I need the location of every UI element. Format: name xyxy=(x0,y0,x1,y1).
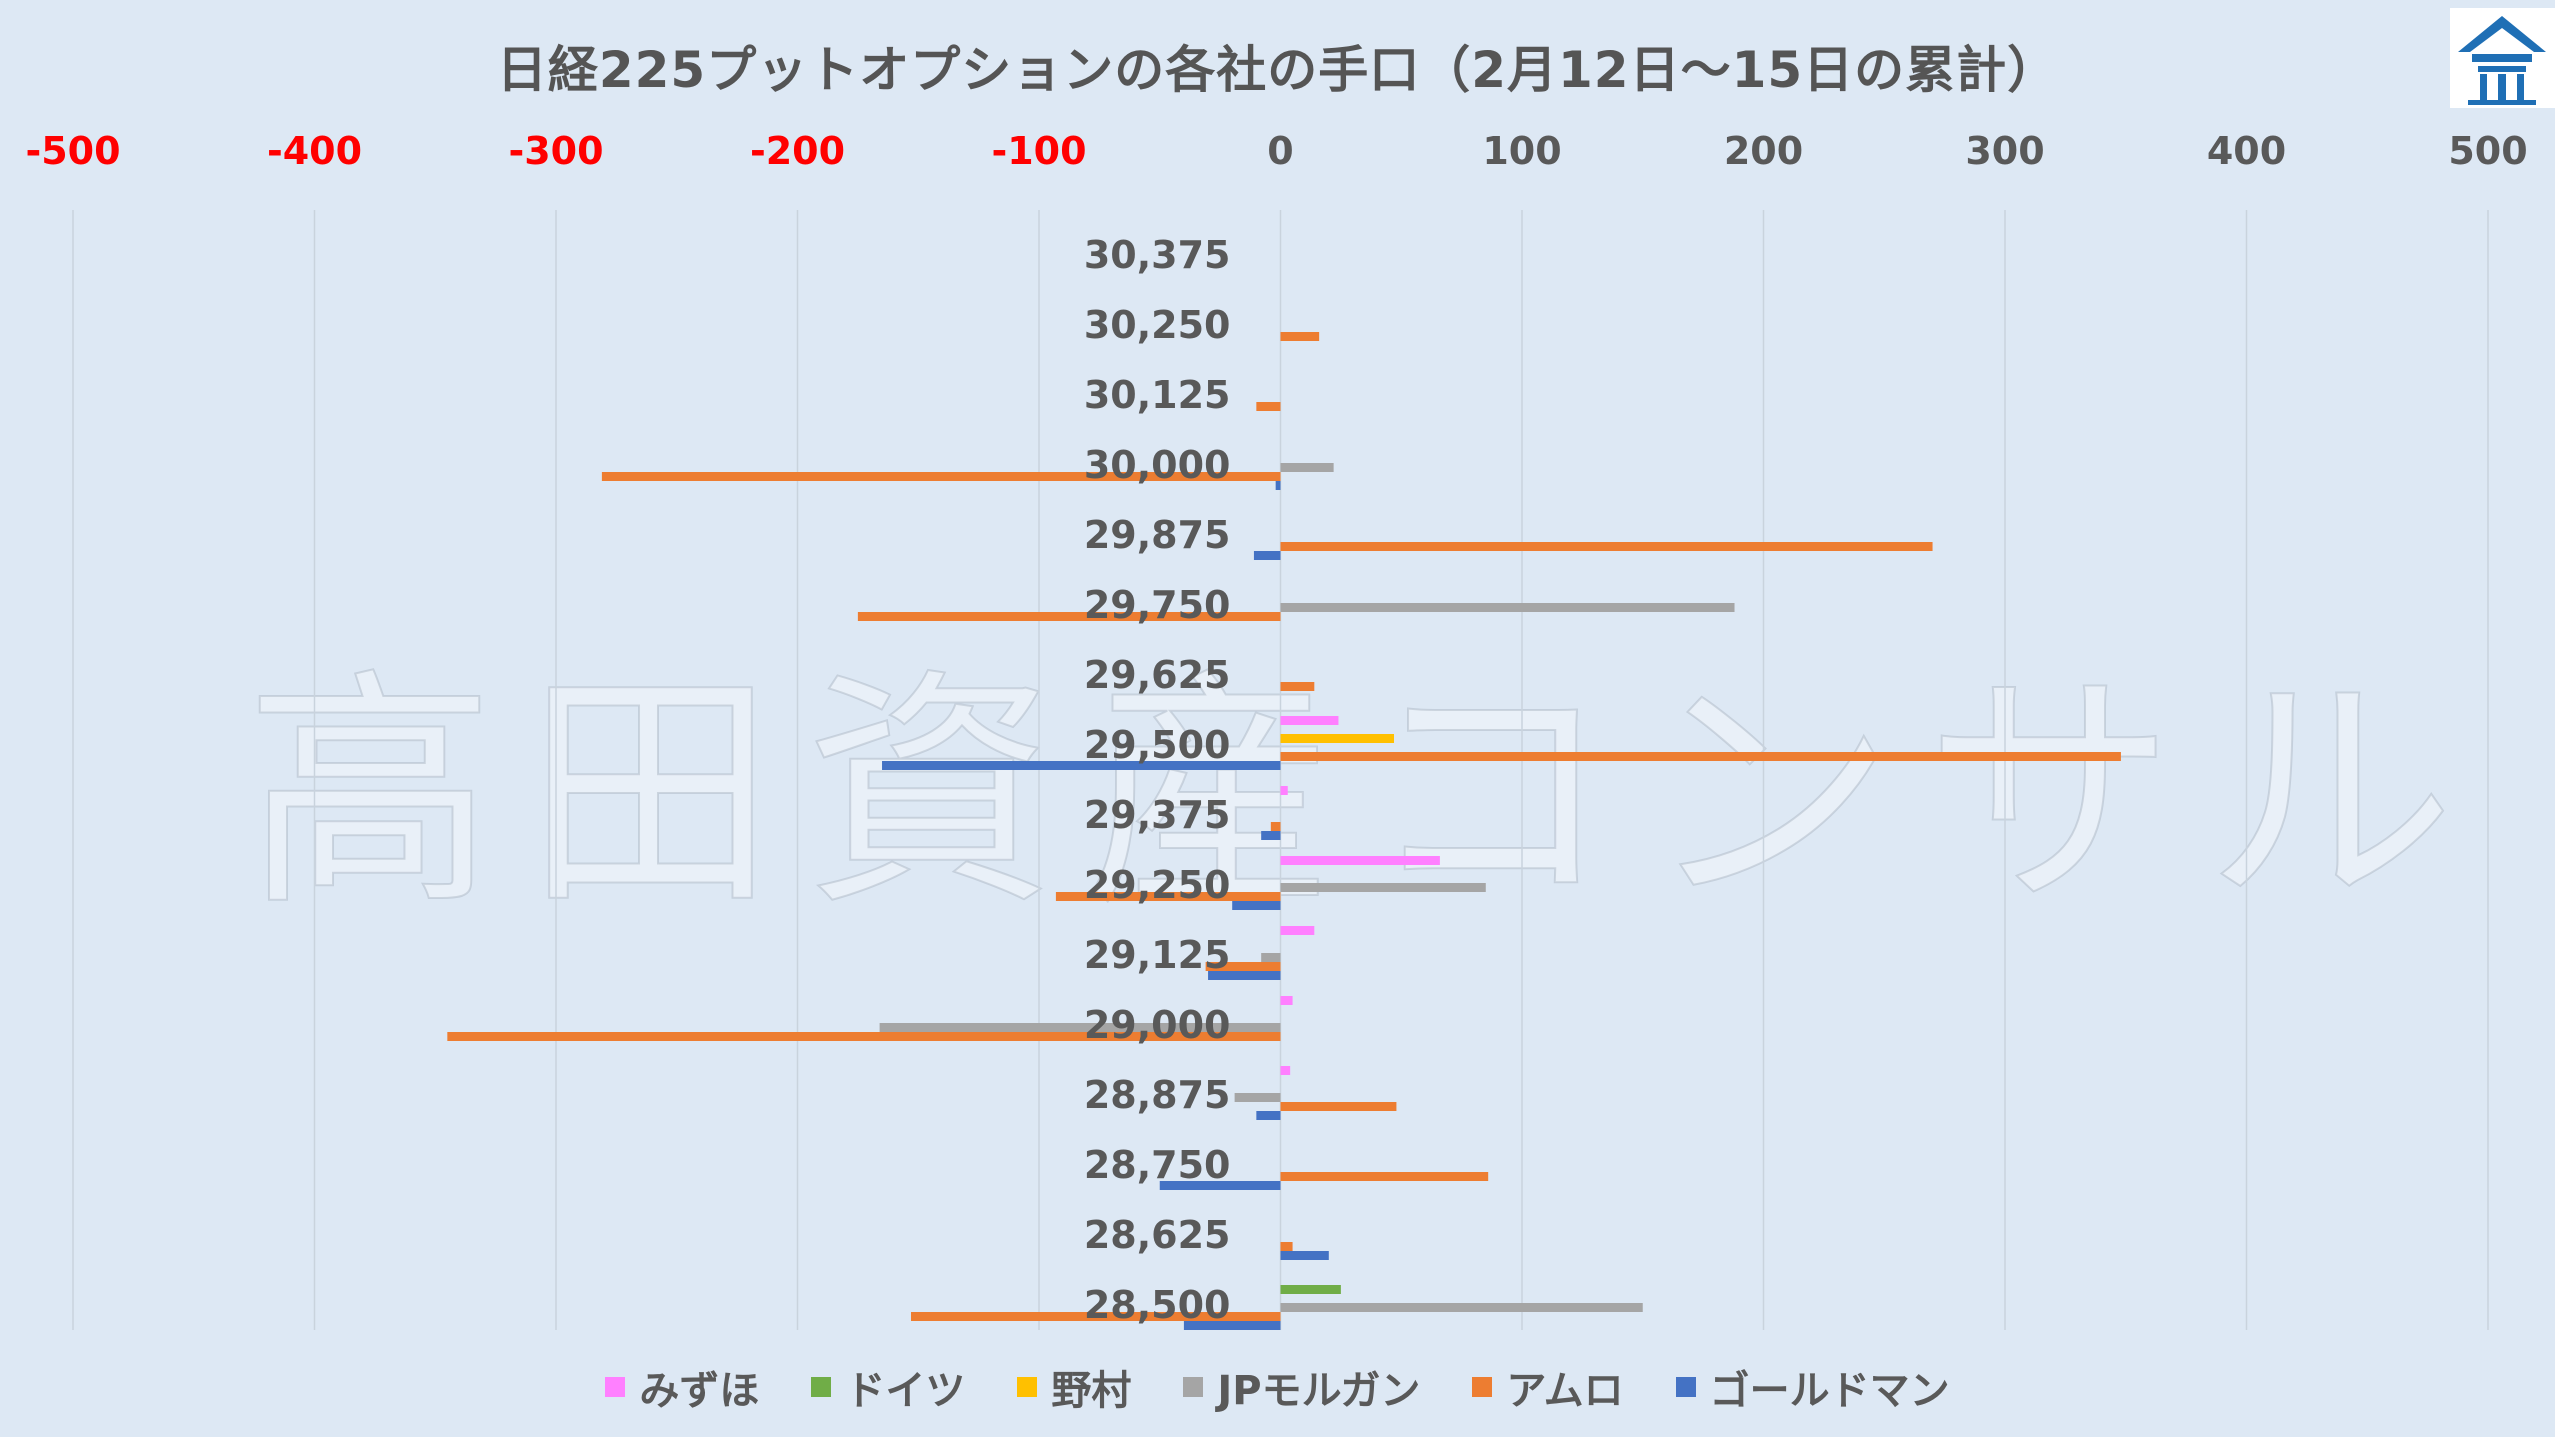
legend-label: ゴールドマン xyxy=(1709,1368,1950,1414)
category-label: 29,625 xyxy=(1084,653,1231,697)
bar-アムロ xyxy=(447,1032,1281,1041)
legend-swatch xyxy=(1183,1377,1204,1397)
bar-みずほ xyxy=(1280,926,1315,935)
category-label: 30,125 xyxy=(1084,373,1231,417)
x-tick-label: 500 xyxy=(2448,129,2527,173)
x-tick-label: 200 xyxy=(1724,129,1803,173)
bar-ゴールドマン xyxy=(1256,1111,1281,1120)
bar-アムロ xyxy=(1280,1172,1489,1181)
bar-アムロ xyxy=(1280,542,1933,551)
bar-アムロ xyxy=(601,472,1281,481)
bar-アムロ xyxy=(857,612,1281,621)
category-label: 28,500 xyxy=(1084,1283,1231,1327)
category-label: 30,375 xyxy=(1084,233,1231,277)
x-tick-label: -400 xyxy=(267,129,362,173)
x-tick-label: -100 xyxy=(991,129,1086,173)
category-label: 28,750 xyxy=(1084,1143,1231,1187)
x-tick-label: 0 xyxy=(1267,129,1293,173)
bar-ゴールドマン xyxy=(1275,481,1281,490)
category-label: 29,000 xyxy=(1084,1003,1231,1047)
legend-label: ドイツ xyxy=(845,1368,966,1414)
category-labels: 30,375 30,250 30,125 30,000 29,875 29,750 29,6… xyxy=(1084,233,1231,1327)
category-label: 29,250 xyxy=(1084,863,1231,907)
bar-ゴールドマン xyxy=(1261,831,1281,840)
bar-JPモルガン xyxy=(879,1023,1281,1032)
legend-swatch xyxy=(1675,1377,1696,1397)
category-label: 28,875 xyxy=(1084,1073,1231,1117)
bar-ゴールドマン xyxy=(1280,1251,1329,1260)
bar-アムロ xyxy=(911,1312,1281,1321)
bar-アムロ xyxy=(1280,332,1320,341)
category-label: 29,375 xyxy=(1084,793,1231,837)
x-tick-label: 100 xyxy=(1482,129,1561,173)
x-tick-label: -500 xyxy=(25,129,120,173)
category-label: 28,625 xyxy=(1084,1213,1231,1257)
company-logo-icon xyxy=(2450,8,2555,108)
legend-swatch xyxy=(811,1377,832,1397)
category-label: 30,000 xyxy=(1084,443,1231,487)
bar-ドイツ xyxy=(1280,1285,1341,1294)
bar-アムロ xyxy=(1280,1102,1397,1111)
bar-野村 xyxy=(1280,734,1395,743)
bar-ゴールドマン xyxy=(1232,901,1281,910)
bar-JPモルガン xyxy=(1234,1093,1281,1102)
bar-JPモルガン xyxy=(1280,463,1334,472)
bar-JPモルガン xyxy=(1280,603,1735,612)
bar-JPモルガン xyxy=(1280,883,1486,892)
legend-swatch xyxy=(1472,1377,1493,1397)
bar-ゴールドマン xyxy=(1159,1181,1281,1190)
bar-ゴールドマン xyxy=(1208,971,1281,980)
legend-item: ゴールドマン xyxy=(1675,1358,1950,1416)
bar-JPモルガン xyxy=(1280,1303,1643,1312)
bar-みずほ xyxy=(1280,856,1440,865)
legend-label: JPモルガン xyxy=(1217,1368,1421,1414)
grid-lines xyxy=(72,210,2489,1330)
category-label: 29,125 xyxy=(1084,933,1231,977)
x-tick-label: 400 xyxy=(2207,129,2286,173)
legend-label: アムロ xyxy=(1506,1368,1624,1414)
legend-label: 野村 xyxy=(1051,1368,1132,1414)
bar-ゴールドマン xyxy=(882,761,1281,770)
x-tick-label: -200 xyxy=(750,129,845,173)
bar-アムロ xyxy=(1280,682,1315,691)
legend-item: アムロ xyxy=(1472,1358,1624,1416)
category-label: 29,875 xyxy=(1084,513,1231,557)
legend-item: 野村 xyxy=(1017,1358,1131,1416)
bar-アムロ xyxy=(1270,822,1281,831)
bar-みずほ xyxy=(1280,716,1339,725)
legend-label: みずほ xyxy=(639,1368,760,1414)
x-tick-label: -300 xyxy=(508,129,603,173)
bar-みずほ xyxy=(1280,786,1288,795)
category-label: 29,500 xyxy=(1084,723,1231,767)
bar-アムロ xyxy=(1280,752,2121,761)
bar-アムロ xyxy=(1205,962,1281,971)
x-tick-label: 300 xyxy=(1965,129,2044,173)
bar-アムロ xyxy=(1055,892,1281,901)
x-axis-ticks: -500 -400 -300 -200 -100 0 100 200 300 400 500 xyxy=(25,129,2527,173)
bar-アムロ xyxy=(1256,402,1281,411)
bar-ゴールドマン xyxy=(1183,1321,1281,1330)
category-label: 29,750 xyxy=(1084,583,1231,627)
legend-item: ドイツ xyxy=(811,1358,965,1416)
bars xyxy=(447,332,2121,1330)
category-label: 30,250 xyxy=(1084,303,1231,347)
chart-legend: みずほ ドイツ 野村 JPモルガン アムロ ゴールドマン xyxy=(0,1358,2555,1416)
bar-ゴールドマン xyxy=(1253,551,1281,560)
bar-アムロ xyxy=(1280,1242,1293,1251)
legend-item: JPモルガン xyxy=(1183,1358,1420,1416)
legend-item: みずほ xyxy=(605,1358,759,1416)
bar-JPモルガン xyxy=(1261,953,1281,962)
legend-swatch xyxy=(605,1377,626,1397)
bar-みずほ xyxy=(1280,1066,1291,1075)
legend-swatch xyxy=(1017,1377,1038,1397)
chart-title: 日経225プットオプションの各社の手口（2月12日～15日の累計） xyxy=(496,41,2059,99)
bar-みずほ xyxy=(1280,996,1293,1005)
